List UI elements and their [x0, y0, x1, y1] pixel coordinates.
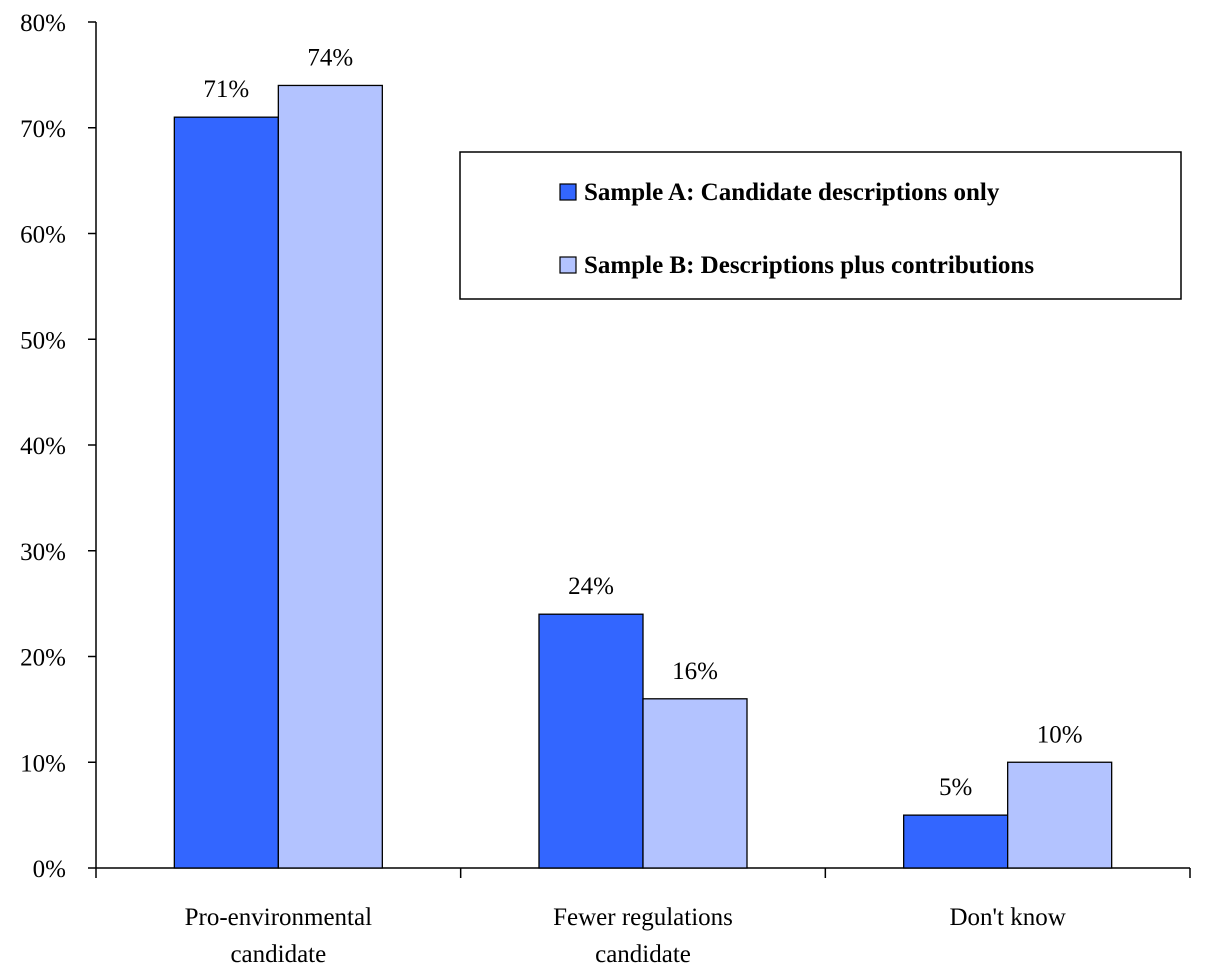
data-label: 16% [672, 658, 718, 685]
bar [642, 698, 748, 869]
data-labels: 71% 24% 5% 74% 16% 10% [203, 44, 1082, 801]
y-tick-label: 30% [20, 539, 66, 566]
legend-swatch [559, 256, 577, 274]
bar [1007, 761, 1113, 869]
y-tick-label: 70% [20, 116, 66, 143]
bars [173, 84, 1113, 869]
legend-swatch [559, 183, 577, 201]
data-label: 71% [203, 76, 249, 103]
y-tick-label: 20% [20, 645, 66, 672]
data-label: 74% [307, 44, 353, 71]
category-label: Pro-environmental candidate [185, 904, 373, 968]
category-label: Don't know [950, 904, 1066, 931]
data-label: 10% [1037, 721, 1083, 748]
y-axis: 0% 10% 20% 30% 40% 50% 60% 70% 80% [20, 10, 97, 883]
category-label-line: candidate [595, 941, 691, 968]
category-label-line: Fewer regulations [553, 904, 733, 931]
legend: Sample A: Candidate descriptions only Sam… [459, 151, 1182, 300]
legend-box [459, 151, 1182, 300]
category-label: Fewer regulations candidate [553, 904, 733, 968]
bar [173, 116, 279, 869]
y-tick-label: 40% [20, 433, 66, 460]
legend-label: Sample B: Descriptions plus contribution… [584, 252, 1034, 279]
y-tick-label: 60% [20, 222, 66, 249]
category-label-line: Don't know [950, 904, 1066, 931]
category-label-line: Pro-environmental [185, 904, 373, 931]
data-label: 5% [939, 774, 972, 801]
bar [277, 84, 383, 869]
y-tick-label: 0% [33, 856, 66, 883]
y-tick-label: 80% [20, 10, 66, 37]
bar [903, 814, 1009, 869]
data-label: 24% [568, 573, 614, 600]
category-label-line: candidate [230, 941, 326, 968]
legend-label: Sample A: Candidate descriptions only [584, 179, 1000, 206]
bar [538, 613, 644, 869]
y-tick-label: 50% [20, 327, 66, 354]
y-tick-label: 10% [20, 750, 66, 777]
